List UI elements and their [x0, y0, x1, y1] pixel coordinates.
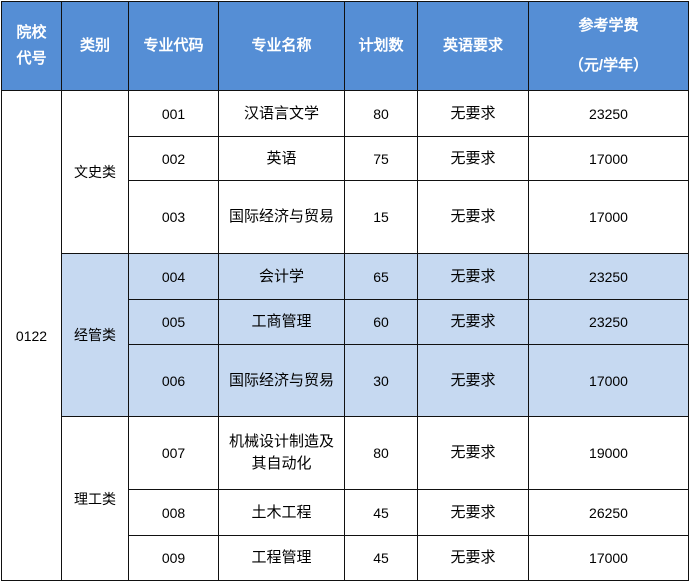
- table-row: 009 工程管理 45 无要求 17000: [2, 535, 689, 581]
- english-cell: 无要求: [417, 299, 529, 345]
- header-major-name: 专业名称: [218, 1, 345, 91]
- header-fee: 参考学费 （元/学年）: [528, 1, 689, 91]
- plan-cell: 45: [344, 489, 418, 536]
- table-row: 008 土木工程 45 无要求 26250: [2, 489, 689, 536]
- fee-cell: 23250: [528, 90, 689, 137]
- major-name-cell: 土木工程: [218, 489, 345, 536]
- major-code-cell: 003: [128, 180, 219, 254]
- major-code-cell: 004: [128, 253, 219, 300]
- major-name-cell: 会计学: [218, 253, 345, 300]
- plan-cell: 30: [344, 344, 418, 417]
- major-name-cell: 汉语言文学: [218, 90, 345, 137]
- header-school-code: 院校代号: [1, 1, 62, 91]
- major-code-cell: 008: [128, 489, 219, 536]
- fee-cell: 23250: [528, 299, 689, 345]
- plan-cell: 80: [344, 90, 418, 137]
- english-cell: 无要求: [417, 344, 529, 417]
- header-category: 类别: [61, 1, 129, 91]
- english-cell: 无要求: [417, 180, 529, 254]
- english-cell: 无要求: [417, 90, 529, 137]
- major-code-cell: 006: [128, 344, 219, 417]
- header-fee-line1: 参考学费: [578, 17, 639, 34]
- major-code-cell: 002: [128, 136, 219, 181]
- major-name-cell: 国际经济与贸易: [218, 344, 345, 417]
- table-row: 理工类 007 机械设计制造及其自动化 80 无要求 19000: [2, 416, 689, 581]
- table-row: 0122 文史类 001 汉语言文学 80 无要求 23250: [1, 90, 689, 581]
- table-row: 002 英语 75 无要求 17000: [2, 136, 689, 181]
- table-row: 003 国际经济与贸易 15 无要求 17000: [2, 180, 689, 254]
- plan-cell: 65: [344, 253, 418, 300]
- plan-cell: 80: [344, 416, 418, 490]
- major-code-cell: 001: [128, 90, 219, 137]
- major-code-cell: 005: [128, 299, 219, 345]
- fee-cell: 17000: [528, 344, 689, 417]
- header-row: 院校代号 类别 专业代码 专业名称 计划数 英语要求 参考学费 （元/学年）: [1, 1, 689, 91]
- major-code-cell: 009: [128, 535, 219, 581]
- school-code-cell: 0122: [1, 90, 62, 581]
- category-cell: 理工类: [61, 416, 129, 581]
- header-fee-line2: （元/学年）: [568, 57, 649, 74]
- plan-cell: 45: [344, 535, 418, 581]
- table-row: 经管类 004 会计学 65 无要求 23250: [2, 253, 689, 417]
- fee-cell: 23250: [528, 253, 689, 300]
- fee-cell: 26250: [528, 489, 689, 536]
- header-major-code: 专业代码: [128, 1, 219, 91]
- english-cell: 无要求: [417, 416, 529, 490]
- english-cell: 无要求: [417, 136, 529, 181]
- major-name-cell: 英语: [218, 136, 345, 181]
- major-name-cell: 工商管理: [218, 299, 345, 345]
- major-name-cell: 国际经济与贸易: [218, 180, 345, 254]
- english-cell: 无要求: [417, 535, 529, 581]
- header-english: 英语要求: [417, 1, 529, 91]
- table-row: 005 工商管理 60 无要求 23250: [2, 299, 689, 345]
- fee-cell: 17000: [528, 136, 689, 181]
- major-code-cell: 007: [128, 416, 219, 490]
- header-plan: 计划数: [344, 1, 418, 91]
- major-name-cell: 机械设计制造及其自动化: [218, 416, 345, 490]
- plan-cell: 15: [344, 180, 418, 254]
- english-cell: 无要求: [417, 253, 529, 300]
- fee-cell: 17000: [528, 535, 689, 581]
- fee-cell: 17000: [528, 180, 689, 254]
- major-name-cell: 工程管理: [218, 535, 345, 581]
- category-cell: 文史类: [61, 90, 129, 254]
- category-cell: 经管类: [61, 253, 129, 417]
- plan-cell: 75: [344, 136, 418, 181]
- english-cell: 无要求: [417, 489, 529, 536]
- plan-cell: 60: [344, 299, 418, 345]
- table-row: 006 国际经济与贸易 30 无要求 17000: [2, 344, 689, 417]
- fee-cell: 19000: [528, 416, 689, 490]
